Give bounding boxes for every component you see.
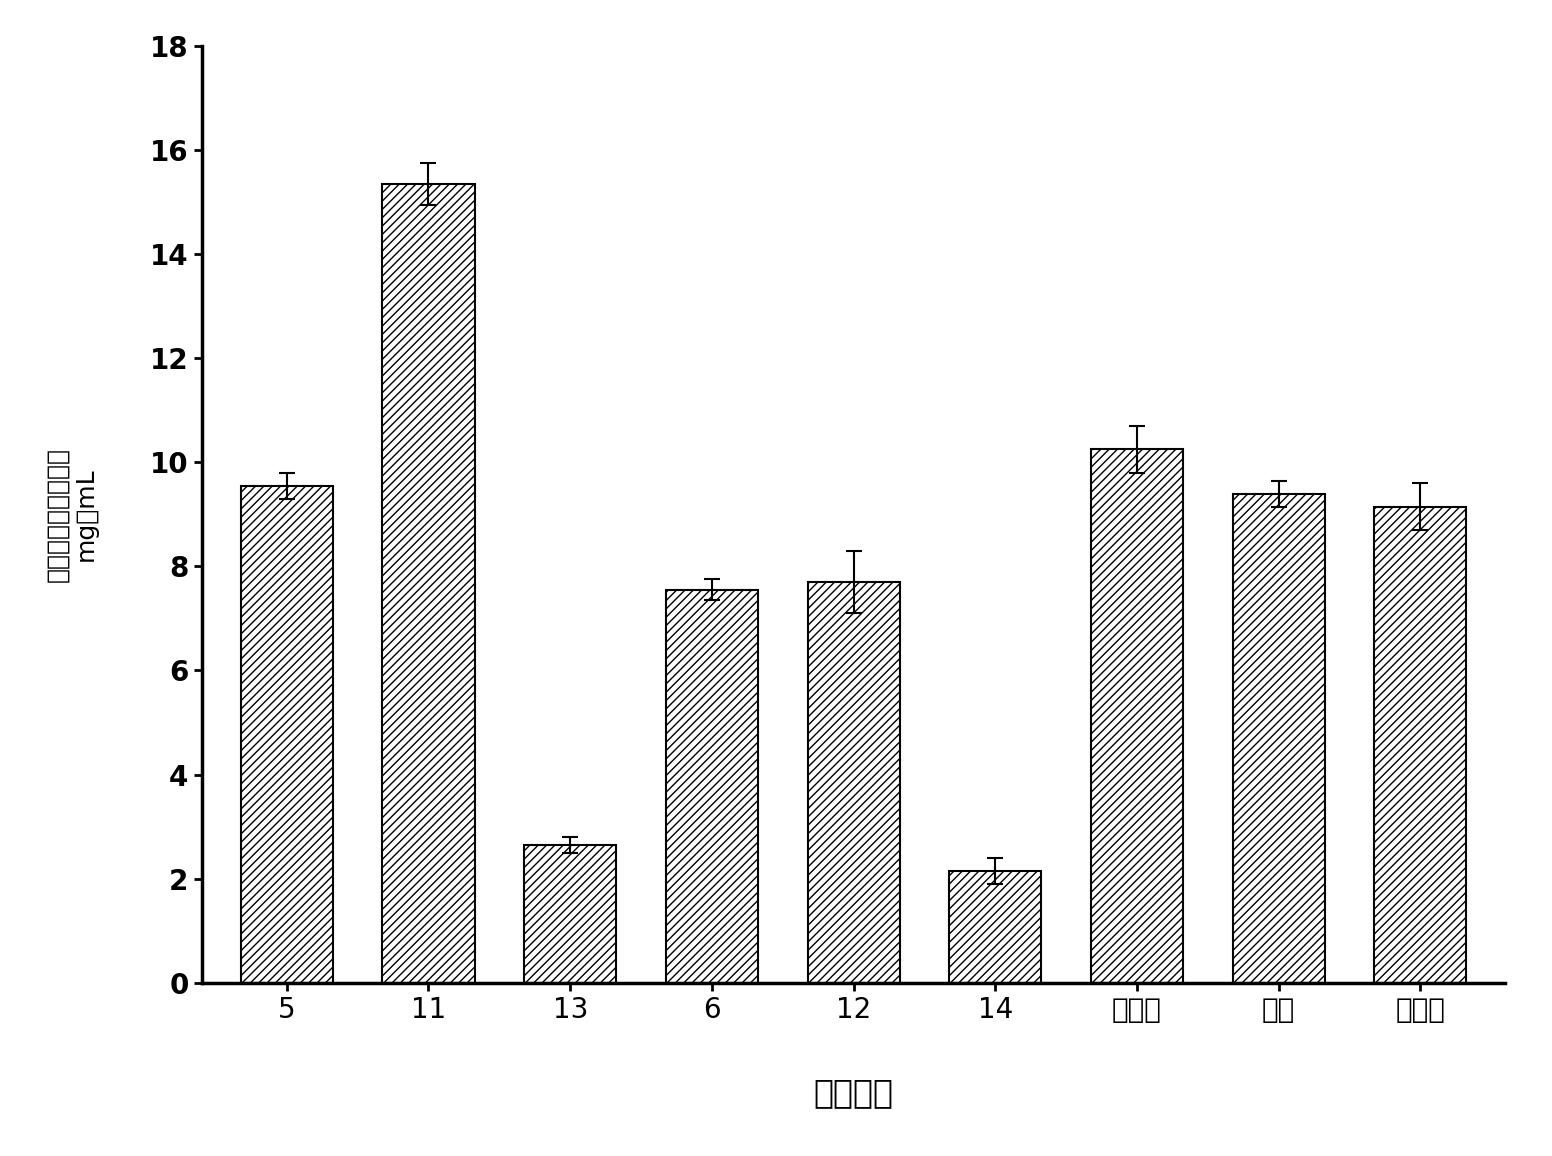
Bar [950,870,1041,983]
Bar [1091,450,1183,983]
Bar [241,486,332,983]
Bar [382,184,475,983]
Bar [525,845,616,983]
Text: 碳源类型: 碳源类型 [813,1076,894,1110]
Bar [666,590,757,983]
Bar [1375,506,1467,983]
Text: 单位体积产纤维素量
mg／mL: 单位体积产纤维素量 mg／mL [45,447,98,581]
Bar [807,583,900,983]
Bar [1232,494,1325,983]
